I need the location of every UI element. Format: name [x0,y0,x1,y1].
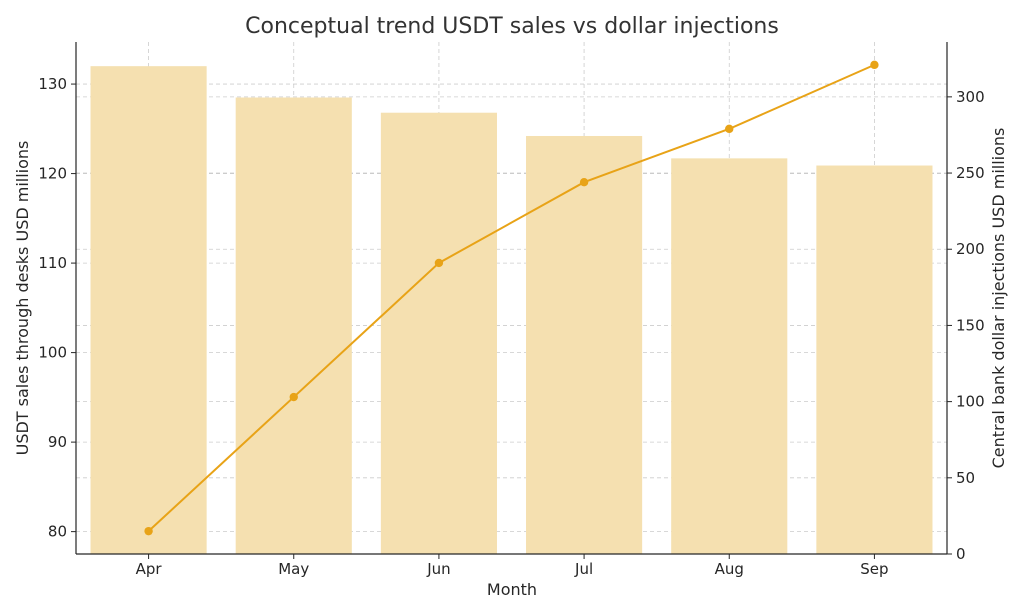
y-left-tick-label: 90 [48,433,67,451]
y-right-tick-label: 50 [956,469,975,487]
bar-sep [816,165,933,554]
y-left-tick-label: 110 [38,254,67,272]
y-axis-label-left: USDT sales through desks USD millions [13,141,32,456]
line-series [144,60,879,536]
injections-point-aug [725,124,734,134]
axes [75,42,948,555]
bar-aug [671,158,788,554]
bar-may [235,97,352,554]
y-right-tick-label: 150 [956,316,985,334]
bar-series [90,66,933,554]
y-right-tick-label: 200 [956,240,985,258]
injections-point-may [289,392,298,402]
x-tick-label: Sep [860,560,888,578]
injections-point-sep [870,60,879,70]
y-left-tick-label: 100 [38,344,67,362]
x-tick-label: Apr [136,560,163,578]
injections-point-jul [579,177,589,187]
x-axis-label: Month [487,580,537,599]
injections-point-jun [434,258,444,268]
chart-title: Conceptual trend USDT sales vs dollar in… [245,14,779,39]
y-left-tick-label: 80 [48,523,67,541]
tick-labels: Apr May Jun Jul Aug Sep 80 90 100 110 120 130 0 50 100… [38,75,984,578]
bar-jul [526,135,643,554]
x-tick-label: Jun [426,560,450,578]
bar-apr [90,66,207,554]
y-axis-label-right: Central bank dollar injections USD milli… [989,128,1008,469]
y-right-tick-label: 100 [956,393,985,411]
y-left-tick-label: 120 [38,165,67,183]
injections-point-apr [144,526,153,536]
y-right-tick-label: 0 [956,545,966,563]
x-tick-label: Aug [715,560,744,578]
injections-line [147,63,875,532]
bar-jun [380,112,497,554]
y-right-tick-label: 300 [956,88,985,106]
x-tick-label: May [278,560,309,578]
y-left-tick-label: 130 [38,75,67,93]
y-right-tick-label: 250 [956,164,985,182]
x-tick-label: Jul [574,560,593,578]
